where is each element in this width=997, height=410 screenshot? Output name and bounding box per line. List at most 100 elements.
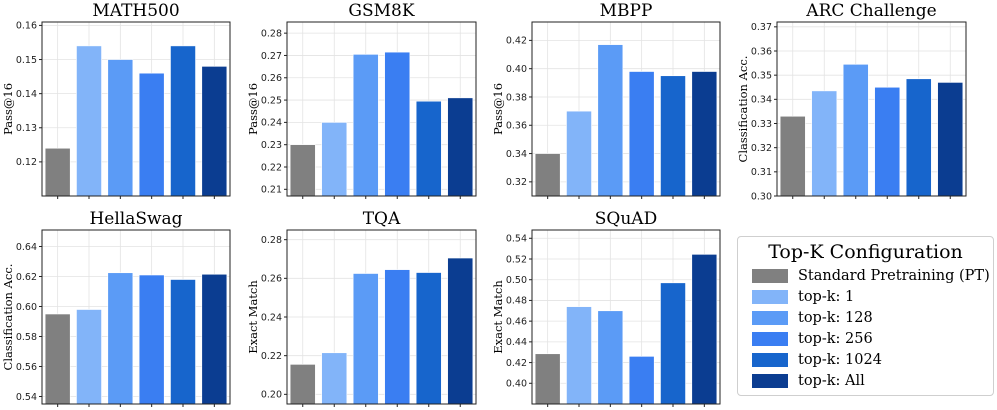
y-tick-label: 0.24 <box>261 312 282 323</box>
chart-title: GSM8K <box>348 1 414 21</box>
bar <box>201 66 228 197</box>
legend-swatch <box>752 269 788 283</box>
bar <box>321 352 348 405</box>
bar <box>566 306 592 405</box>
bar <box>44 313 71 405</box>
legend-label: top-k: 128 <box>798 310 873 326</box>
plot-frame <box>286 229 477 405</box>
y-tick-label: 0.20 <box>261 390 282 401</box>
y-tick-label: 0.44 <box>506 337 527 348</box>
y-tick-label: 0.38 <box>506 92 527 103</box>
y-axis-label: Pass@16 <box>246 83 260 135</box>
y-tick-label: 0.15 <box>16 55 37 66</box>
y-tick-label: 0.31 <box>751 167 772 178</box>
bar <box>628 356 655 405</box>
legend-swatch <box>752 374 788 388</box>
bar <box>76 45 102 197</box>
y-tick-label: 0.22 <box>261 351 282 362</box>
bar <box>138 274 165 405</box>
chart-panel-1: GSM8K Pass@16 0.21 0.22 0.23 0.24 0.25 0.26 0.27… <box>246 1 477 199</box>
plot-frame <box>41 21 231 197</box>
legend-label: top-k: All <box>798 373 865 389</box>
legend-label: Standard Pretraining (PT) <box>798 268 990 284</box>
y-tick-label: 0.46 <box>506 316 527 327</box>
bar <box>76 309 102 405</box>
bar <box>597 44 624 197</box>
y-tick-label: 0.12 <box>16 157 37 168</box>
y-axis-label: Exact Match <box>246 280 260 354</box>
bar <box>170 279 196 405</box>
y-tick-label: 0.58 <box>16 332 37 343</box>
bar <box>811 90 838 197</box>
bar <box>566 110 592 197</box>
y-tick-label: 0.14 <box>16 89 37 100</box>
y-tick-label: 0.54 <box>16 392 37 403</box>
legend-swatch <box>752 353 788 367</box>
legend: Top-K Configuration Standard Pretraining… <box>737 236 994 396</box>
bar <box>628 71 655 197</box>
bar <box>534 353 561 405</box>
y-tick-label: 0.40 <box>506 64 527 75</box>
bar <box>415 272 442 405</box>
y-tick-label: 0.52 <box>506 254 527 265</box>
chart-panel-4: HellaSwag Classification Acc. 0.54 0.56 0.58… <box>1 209 231 407</box>
plot-frame <box>286 21 477 197</box>
y-tick-label: 0.32 <box>506 177 527 188</box>
bar <box>447 97 474 197</box>
legend-item: top-k: 128 <box>752 308 873 328</box>
plot-frame <box>41 229 231 405</box>
legend-title: Top-K Configuration <box>768 241 963 263</box>
chart-panel-0: MATH500 Pass@16 0.12 0.13 0.14 0.15 0.16 <box>1 1 231 199</box>
bar <box>534 153 561 197</box>
y-tick-label: 0.64 <box>16 242 37 253</box>
chart-panel-5: TQA Exact Match 0.20 0.22 0.24 0.26 0.28 <box>246 209 477 407</box>
chart-title: SQuAD <box>595 209 657 229</box>
y-tick-label: 0.62 <box>16 272 37 283</box>
y-tick-label: 0.33 <box>751 119 772 130</box>
y-tick-label: 0.28 <box>261 235 282 246</box>
legend-swatch <box>752 311 788 325</box>
bar <box>415 100 442 197</box>
bar <box>289 364 316 405</box>
bar <box>874 86 901 197</box>
bar <box>384 269 411 405</box>
y-tick-label: 0.60 <box>16 302 37 313</box>
bar <box>44 147 71 197</box>
legend-swatch <box>752 290 788 304</box>
legend-item: Standard Pretraining (PT) <box>752 266 990 286</box>
y-tick-label: 0.27 <box>261 51 282 62</box>
plot-frame <box>531 229 721 405</box>
legend-swatch <box>752 332 788 346</box>
y-axis-label: Classification Acc. <box>736 56 750 163</box>
bar <box>905 78 932 197</box>
chart-panel-3: ARC Challenge Classification Acc. 0.30 0.31… <box>736 1 967 202</box>
chart-title: MATH500 <box>92 1 179 21</box>
chart-panel-2: MBPP Pass@16 0.32 0.34 0.36 0.38 0.40 0.42 <box>491 1 721 199</box>
y-tick-label: 0.54 <box>506 234 527 245</box>
y-tick-label: 0.37 <box>751 22 772 33</box>
chart-title: TQA <box>363 209 401 229</box>
bar <box>779 115 806 197</box>
chart-title: ARC Challenge <box>805 1 936 21</box>
y-tick-label: 0.48 <box>506 296 527 307</box>
bar <box>170 45 196 197</box>
y-tick-label: 0.26 <box>261 274 282 285</box>
bar <box>384 51 411 197</box>
y-tick-label: 0.42 <box>506 358 527 369</box>
y-tick-label: 0.34 <box>751 95 772 106</box>
y-axis-label: Pass@16 <box>1 83 15 135</box>
bar <box>352 54 379 197</box>
y-tick-label: 0.22 <box>261 162 282 173</box>
bar <box>937 82 964 197</box>
bar <box>691 71 718 197</box>
chart-title: MBPP <box>600 1 653 21</box>
bar <box>352 273 379 405</box>
legend-label: top-k: 1024 <box>798 352 882 368</box>
legend-item: top-k: 256 <box>752 329 873 349</box>
y-tick-label: 0.28 <box>261 28 282 39</box>
y-tick-label: 0.50 <box>506 275 527 286</box>
chart-panel-6: SQuAD Exact Match 0.40 0.42 0.44 0.46 0.48 0.50… <box>491 209 721 407</box>
y-tick-label: 0.30 <box>751 191 772 202</box>
bar <box>660 75 686 197</box>
